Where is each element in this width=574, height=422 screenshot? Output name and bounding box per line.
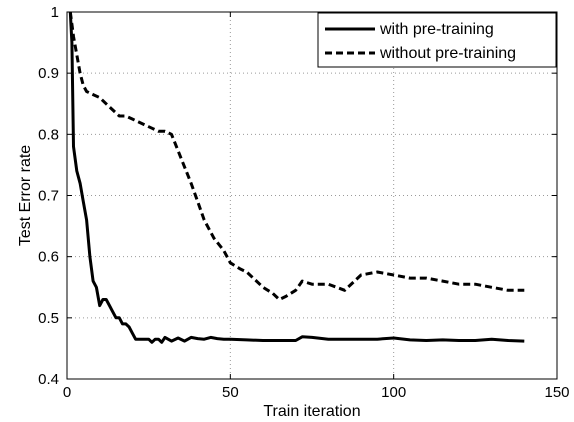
grid: [67, 12, 557, 379]
y-tick-label: 0.7: [38, 188, 59, 205]
x-tick-label: 150: [544, 384, 569, 401]
y-tick-label: 0.8: [38, 126, 59, 143]
legend-box: [317, 12, 557, 68]
y-tick-label: 0.9: [38, 65, 59, 82]
series-lines: [68, 11, 525, 344]
x-axis-title: Train iteration: [263, 403, 360, 420]
y-tick-label: 0.4: [38, 371, 59, 388]
y-axis-title: Test Error rate: [17, 145, 34, 246]
y-tick-label: 1: [51, 4, 59, 21]
legend: with pre-training without pre-training: [317, 12, 557, 68]
legend-label: with pre-training: [379, 21, 494, 38]
x-tick-label: 50: [222, 384, 239, 401]
y-tick-label: 0.6: [38, 249, 59, 266]
series-line-2: [68, 11, 525, 301]
series-line-1: [68, 11, 525, 344]
y-tick-label: 0.5: [38, 310, 59, 327]
x-tick-label: 0: [63, 384, 71, 401]
axis-ticks: 0 50 100 150 0.4 0.5 0.6 0.7 0.8 0.9 1: [38, 4, 569, 401]
legend-label: without pre-training: [379, 45, 516, 62]
x-tick-label: 100: [381, 384, 406, 401]
